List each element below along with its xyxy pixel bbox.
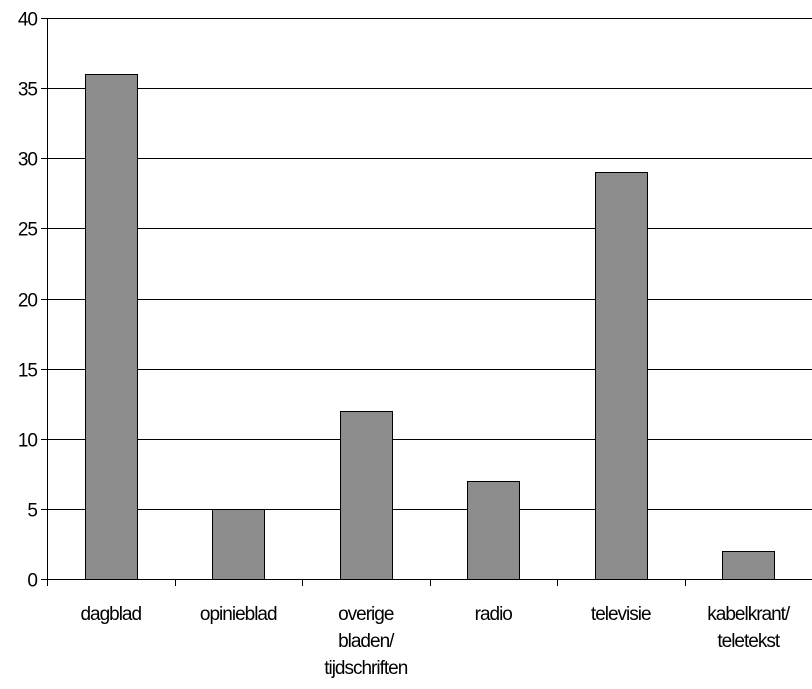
y-tick-label: 5 [27,501,37,522]
bar-2 [340,411,393,580]
x-category-label: televisie [591,604,651,625]
x-category-label: dagblad [80,604,141,625]
y-tick-label: 0 [27,571,37,592]
bar-1 [212,509,265,580]
x-category-label: opinieblad [200,604,277,625]
bar-0 [85,74,138,580]
x-category-label-line: opinieblad [200,604,277,625]
axes [41,18,812,586]
bar-3 [467,481,520,580]
grid-lines [47,18,812,510]
x-category-label-line: teletekst [717,631,780,652]
bar-4 [595,172,648,580]
x-category-labels: dagblad opinieblad overige bladen/tijdschri… [80,604,791,679]
x-category-label-line: bladen/ [338,631,395,652]
y-tick-label: 30 [18,150,38,171]
y-tick-label: 35 [18,80,38,101]
y-tick-label: 15 [18,361,38,382]
x-category-label-line: tijdschriften [324,658,408,679]
bars [85,74,775,580]
x-category-label: kabelkrant/teletekst [707,604,791,652]
x-category-label-line: dagblad [80,604,141,625]
bar-5 [722,551,775,580]
x-category-label-line: overige [338,604,394,625]
y-tick-label: 20 [18,291,38,312]
x-category-label-line: radio [475,604,513,625]
x-category-label-line: televisie [591,604,651,625]
y-tick-labels: 0 5 10 15 20 25 30 35 40 [18,10,39,592]
y-tick-label: 10 [18,431,38,452]
x-category-label: overige bladen/tijdschriften [324,604,408,679]
y-tick-label: 25 [18,220,38,241]
x-category-label-line: kabelkrant/ [707,604,791,625]
x-category-label: radio [475,604,513,625]
y-tick-label: 40 [18,10,38,31]
